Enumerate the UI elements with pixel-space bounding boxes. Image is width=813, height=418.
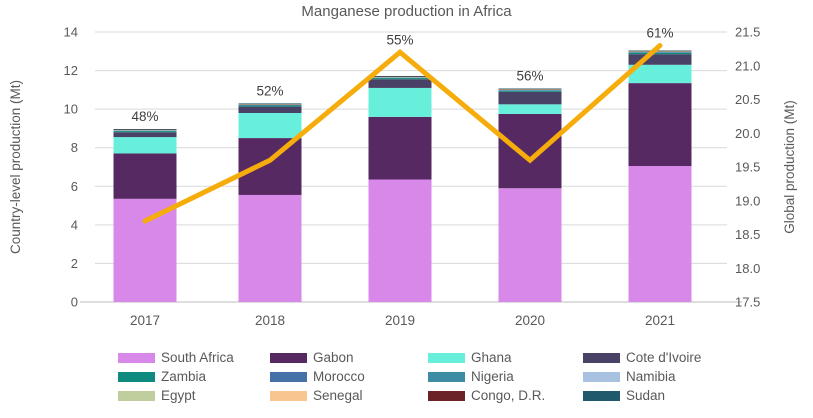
bar-segment-zambia-2017 <box>113 131 177 133</box>
right-axis-tick-label: 17.5 <box>735 295 760 310</box>
share-label: 55% <box>386 32 413 47</box>
right-axis-tick-label: 19.0 <box>735 193 760 208</box>
right-axis-tick-label: 18.5 <box>735 227 760 242</box>
x-axis-category-label: 2020 <box>515 313 545 328</box>
right-axis-tick-label: 21.5 <box>735 25 760 40</box>
left-axis-tick-label: 6 <box>71 179 78 194</box>
right-axis-tick-label: 18.0 <box>735 261 760 276</box>
bar-segment-ghana-2017 <box>113 137 177 154</box>
x-axis-category-label: 2017 <box>130 313 160 328</box>
bar-segment-cote-d-ivoire-2020 <box>498 91 562 105</box>
left-axis-tick-label: 10 <box>64 102 78 117</box>
bar-segment-cote-d-ivoire-2021 <box>628 54 692 65</box>
bar-segment-ghana-2021 <box>628 64 692 84</box>
bar-segment-sudan-2021 <box>628 50 692 52</box>
right-axis-tick-label: 21.0 <box>735 58 760 73</box>
bar-segment-zambia-2018 <box>238 105 302 107</box>
left-axis-tick-label: 2 <box>71 256 78 271</box>
x-axis-category-label: 2018 <box>255 313 285 328</box>
bar-segment-zambia-2019 <box>368 78 432 80</box>
chart-title: Manganese production in Africa <box>301 3 512 20</box>
bar-segment-gabon-2018 <box>238 138 302 195</box>
bar-segment-gabon-2021 <box>628 83 692 167</box>
bar-segment-south-africa-2020 <box>498 188 562 302</box>
share-label: 52% <box>256 83 283 98</box>
bar-segment-sudan-2018 <box>238 103 302 104</box>
global-production-line <box>142 43 663 224</box>
x-axis-category-label: 2021 <box>645 313 675 328</box>
bar-segment-south-africa-2018 <box>238 194 302 302</box>
share-label: 56% <box>516 69 543 84</box>
bar-segment-south-africa-2017 <box>113 198 177 302</box>
bar-segment-cote-d-ivoire-2019 <box>368 79 432 88</box>
x-axis-category-label: 2019 <box>385 313 415 328</box>
bar-segment-gabon-2017 <box>113 153 177 199</box>
right-axis-tick-label: 20.5 <box>735 92 760 107</box>
left-axis-tick-label: 0 <box>71 295 78 310</box>
share-label: 48% <box>131 109 158 124</box>
bar-segment-zambia-2020 <box>498 90 562 92</box>
share-label: 61% <box>646 26 673 41</box>
bar-segment-sudan-2017 <box>113 129 177 130</box>
bar-segment-ghana-2018 <box>238 113 302 139</box>
bar-segment-sudan-2020 <box>498 88 562 90</box>
bar-segment-zambia-2021 <box>628 52 692 55</box>
right-axis-tick-label: 19.5 <box>735 160 760 175</box>
bar-segment-south-africa-2021 <box>628 166 692 302</box>
bar-segment-gabon-2019 <box>368 116 432 180</box>
left-axis-tick-label: 4 <box>71 217 78 232</box>
left-axis-tick-label: 12 <box>64 63 78 78</box>
bar-segment-cote-d-ivoire-2018 <box>238 106 302 113</box>
bar-segment-ghana-2020 <box>498 104 562 114</box>
right-axis-tick-label: 20.0 <box>735 126 760 141</box>
bar-segment-cote-d-ivoire-2017 <box>113 132 177 138</box>
bar-segment-south-africa-2019 <box>368 179 432 302</box>
bar-segment-sudan-2019 <box>368 75 432 77</box>
bar-segment-ghana-2019 <box>368 87 432 117</box>
bar-segment-gabon-2020 <box>498 113 562 189</box>
left-axis-tick-label: 8 <box>71 140 78 155</box>
left-axis-tick-label: 14 <box>64 25 78 40</box>
